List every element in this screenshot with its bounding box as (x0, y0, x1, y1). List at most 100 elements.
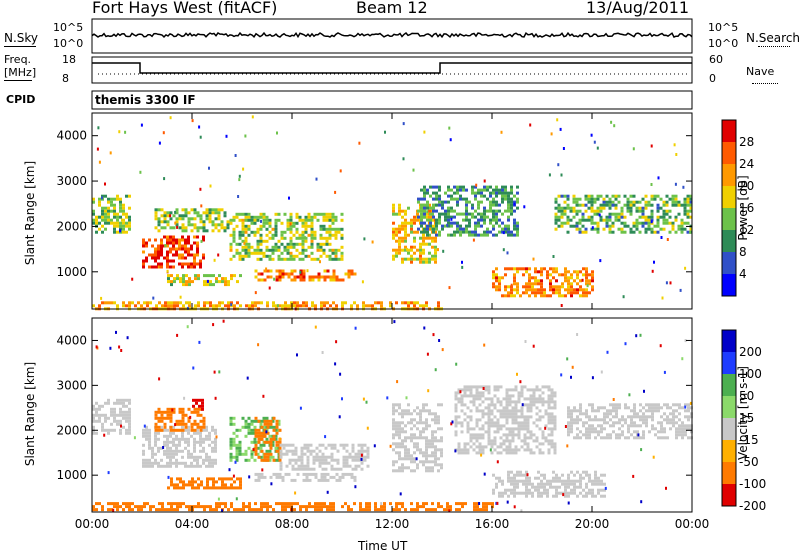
noise-cell (586, 284, 589, 288)
colorbar-swatch (722, 418, 736, 440)
data-cell (611, 203, 615, 207)
data-cell (154, 452, 157, 456)
data-cell (254, 472, 258, 476)
data-cell (593, 209, 597, 213)
data-cell (680, 218, 684, 222)
data-cell (599, 215, 603, 219)
data-cell (193, 440, 196, 444)
data-cell (659, 197, 663, 201)
data-cell (618, 406, 621, 410)
data-cell (507, 215, 510, 219)
data-cell (407, 206, 410, 210)
data-cell (458, 508, 461, 512)
data-cell (614, 203, 618, 207)
data-cell (274, 218, 278, 222)
data-cell (569, 224, 573, 228)
data-cell (187, 452, 190, 456)
data-cell (576, 291, 579, 295)
data-cell (314, 304, 317, 308)
data-cell (169, 211, 173, 215)
data-cell (457, 388, 461, 392)
data-cell (280, 221, 284, 225)
data-cell (392, 221, 395, 225)
data-cell (271, 233, 275, 237)
data-cell (525, 470, 528, 474)
data-cell (584, 230, 588, 234)
data-cell (557, 218, 561, 222)
data-cell (428, 445, 431, 449)
data-cell (149, 505, 152, 509)
data-cell (95, 221, 98, 225)
data-cell (342, 443, 346, 447)
data-cell (481, 400, 485, 404)
data-cell (603, 418, 606, 422)
noise-cell (324, 435, 327, 439)
data-cell (560, 221, 564, 225)
data-cell (645, 403, 648, 407)
data-cell (529, 448, 533, 452)
data-cell (303, 452, 307, 456)
data-cell (279, 449, 283, 453)
data-cell (627, 436, 630, 440)
data-cell (638, 209, 642, 213)
data-cell (181, 407, 185, 411)
data-cell (145, 461, 148, 465)
data-cell (313, 257, 317, 261)
data-cell (292, 224, 296, 228)
data-cell (465, 203, 468, 207)
data-cell (413, 460, 416, 464)
data-cell (317, 478, 321, 482)
data-cell (395, 445, 398, 449)
data-cell (288, 443, 292, 447)
noise-cell (260, 219, 262, 223)
data-cell (579, 409, 582, 413)
data-cell (163, 416, 167, 420)
data-cell (407, 421, 410, 425)
noise-cell (131, 277, 134, 281)
data-cell (323, 505, 326, 509)
data-cell (167, 486, 170, 490)
data-cell (481, 409, 485, 413)
data-cell (516, 482, 519, 486)
data-cell (520, 394, 524, 398)
data-cell (659, 215, 663, 219)
data-cell (113, 221, 116, 225)
data-cell (110, 413, 113, 417)
data-cell (208, 461, 211, 465)
data-cell (401, 301, 404, 305)
data-cell (119, 203, 122, 207)
data-cell (605, 203, 609, 207)
data-cell (329, 275, 333, 279)
data-cell (481, 436, 485, 440)
data-cell (425, 436, 428, 440)
data-cell (516, 224, 519, 228)
data-cell (492, 197, 495, 201)
data-cell (498, 285, 501, 289)
data-cell (573, 436, 576, 440)
noise-cell (315, 177, 318, 181)
data-cell (357, 455, 361, 459)
data-cell (295, 248, 299, 252)
data-cell (665, 203, 669, 207)
data-cell (154, 443, 157, 447)
data-cell (541, 400, 545, 404)
data-cell (549, 285, 552, 289)
data-cell (529, 394, 533, 398)
data-cell (457, 451, 461, 455)
data-cell (199, 455, 202, 459)
data-cell (550, 421, 554, 425)
data-cell (166, 265, 169, 269)
data-cell (463, 442, 467, 446)
data-cell (404, 466, 407, 470)
data-cell (208, 437, 211, 441)
data-cell (238, 428, 242, 432)
data-cell (347, 275, 351, 279)
data-cell (590, 206, 594, 210)
data-cell (166, 437, 169, 441)
data-cell (579, 485, 582, 489)
noise-cell (334, 190, 337, 194)
data-cell (230, 502, 233, 506)
data-cell (266, 301, 269, 305)
data-cell (323, 475, 327, 479)
